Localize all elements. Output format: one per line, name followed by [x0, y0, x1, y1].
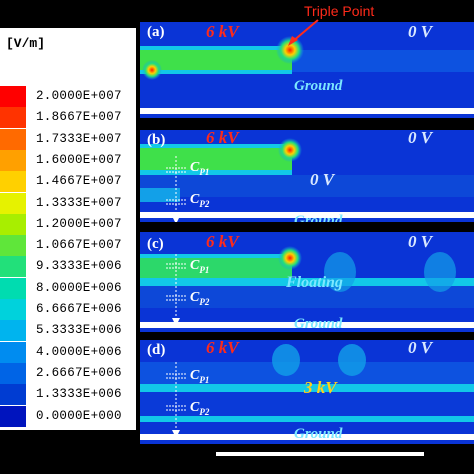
legend-entry: 9.3333E+006	[0, 256, 136, 278]
legend-value: 1.8667E+007	[36, 110, 122, 125]
legend-swatch	[0, 320, 26, 342]
legend-entry: 1.0667E+007	[0, 235, 136, 257]
zero-voltage-label: 0 V	[408, 22, 433, 41]
capacitance-cp2: CP2	[190, 192, 210, 209]
legend-swatch	[0, 405, 26, 427]
legend-entry: 8.0000E+006	[0, 277, 136, 299]
legend-entry: 5.3333E+006	[0, 320, 136, 342]
legend-entry: 1.3333E+007	[0, 192, 136, 214]
ground-label: Ground	[294, 316, 343, 332]
legend-value: 1.7333E+007	[36, 131, 122, 146]
mid-voltage-label: 3 kV	[304, 378, 337, 397]
capacitance-cp1: CP1	[190, 368, 210, 385]
high-voltage-label: 6 kV	[206, 340, 239, 357]
legend-entry: 4.0000E+006	[0, 341, 136, 363]
legend-swatch	[0, 341, 26, 363]
legend-value: 2.6667E+006	[36, 365, 122, 380]
legend-value: 1.0667E+007	[36, 238, 122, 253]
zero-voltage-label: 0 V	[408, 130, 433, 147]
legend-swatch	[0, 299, 26, 320]
legend-swatch	[0, 256, 26, 278]
legend-entry: 6.6667E+006	[0, 299, 136, 320]
legend-entry: 2.0000E+007	[0, 86, 136, 107]
panel-label: (c)	[147, 236, 164, 252]
legend-value: 1.4667E+007	[36, 174, 122, 189]
triple-point-arrow	[288, 19, 319, 46]
ground-label: Ground	[294, 213, 343, 222]
panel-c: (c) 6 kV 0 V Floating Ground CP1 CP2	[140, 232, 474, 332]
legend-swatch	[0, 128, 26, 150]
legend-entry: 1.8667E+007	[0, 107, 136, 129]
panel-label: (d)	[147, 342, 166, 358]
legend-value: 2.0000E+007	[36, 89, 122, 103]
legend-entry: 1.6000E+007	[0, 149, 136, 171]
legend-unit: [V/m]	[6, 36, 46, 51]
capacitor-symbols	[166, 156, 186, 222]
legend-swatch	[0, 384, 26, 406]
scale-bar	[216, 452, 424, 456]
triple-point-label: Triple Point	[304, 3, 375, 19]
legend-entry: 1.7333E+007	[0, 128, 136, 150]
panel-label: (a)	[147, 24, 165, 40]
mid-zero-voltage-label: 0 V	[310, 170, 335, 189]
capacitor-symbols	[166, 362, 186, 438]
legend-value: 1.6000E+007	[36, 152, 122, 167]
zero-voltage-label: 0 V	[408, 340, 433, 357]
legend-value: 6.6667E+006	[36, 302, 122, 316]
legend-swatch	[0, 362, 26, 384]
legend-entry: 1.2000E+007	[0, 213, 136, 235]
legend-swatch	[0, 277, 26, 299]
panel-b: (b) 6 kV 0 V 0 V Ground CP1 CP2	[140, 130, 474, 222]
legend-entry: 1.3333E+006	[0, 384, 136, 406]
capacitor-symbols	[166, 254, 186, 326]
legend-value: 0.0000E+000	[36, 408, 122, 423]
legend-swatch	[0, 171, 26, 193]
colorbar-legend: [V/m] 2.0000E+007 1.8667E+007 1.7333E+007 1…	[0, 28, 136, 430]
legend-swatch	[0, 86, 26, 107]
legend-value: 5.3333E+006	[36, 323, 122, 338]
legend-swatch	[0, 235, 26, 257]
ground-label: Ground	[294, 426, 343, 442]
capacitance-cp2: CP2	[190, 400, 210, 417]
legend-value: 1.3333E+007	[36, 195, 122, 210]
legend-swatch	[0, 213, 26, 235]
high-voltage-label: 6 kV	[206, 232, 239, 251]
floating-label: Floating	[286, 274, 343, 291]
zero-voltage-label: 0 V	[408, 232, 433, 251]
panel-label: (b)	[147, 132, 166, 148]
legend-swatch	[0, 149, 26, 171]
legend-value: 4.0000E+006	[36, 344, 122, 359]
legend-value: 9.3333E+006	[36, 259, 122, 274]
legend-swatch	[0, 107, 26, 129]
capacitance-cp2: CP2	[190, 290, 210, 307]
legend-entry: 2.6667E+006	[0, 362, 136, 384]
ground-label: Ground	[294, 78, 343, 94]
panel-a: (a) 6 kV 0 V Ground	[140, 22, 474, 118]
capacitance-cp1: CP1	[190, 258, 210, 275]
legend-entry: 1.4667E+007	[0, 171, 136, 193]
high-voltage-label: 6 kV	[206, 22, 239, 41]
high-voltage-label: 6 kV	[206, 130, 239, 147]
capacitance-cp1: CP1	[190, 160, 210, 177]
legend-entry: 0.0000E+000	[0, 405, 136, 427]
legend-swatch	[0, 192, 26, 214]
legend-value: 8.0000E+006	[36, 280, 122, 295]
panel-d: (d) 6 kV 0 V 3 kV Ground CP1 CP2	[140, 340, 474, 444]
legend-value: 1.2000E+007	[36, 216, 122, 231]
legend-value: 1.3333E+006	[36, 387, 122, 402]
